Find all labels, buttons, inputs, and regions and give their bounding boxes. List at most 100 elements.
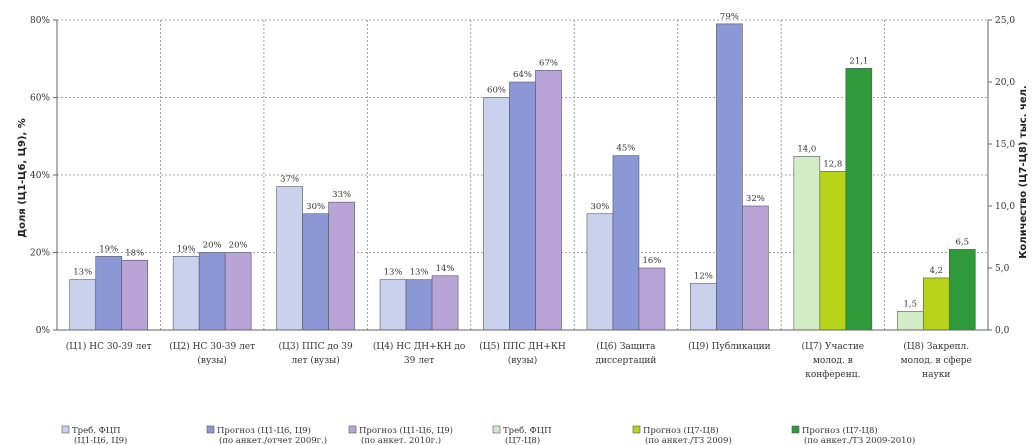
bar (612, 155, 640, 331)
y-left-tick-label: 40% (30, 171, 50, 181)
bar-value-label: 6,5 (956, 237, 970, 247)
bar-value-label: 45% (616, 144, 635, 154)
bar (896, 311, 924, 331)
y-right-tick-label: 15,0 (995, 140, 1015, 150)
y-axis-right-label: Количество (Ц7-Ц8) тыс. чел. (1018, 85, 1029, 259)
bar-value-label: 20% (229, 241, 248, 251)
x-category-label: (Ц5) ППС ДН+КН (479, 341, 566, 352)
legend-label: Прогноз (Ц7-Ц8) (643, 425, 719, 436)
x-category-label: лет (вузы) (291, 355, 339, 366)
bar (922, 277, 950, 331)
bar-value-label: 21,1 (849, 56, 868, 66)
legend-swatch (791, 425, 800, 434)
bar (276, 186, 303, 331)
bar-value-label: 37% (280, 175, 299, 185)
bar (845, 68, 873, 331)
bar (69, 279, 97, 331)
x-category-label: (вузы) (197, 355, 226, 366)
y-right-tick-label: 0,0 (995, 326, 1010, 336)
y-axis-left-label: Доля (Ц1-Ц6, Ц9), % (17, 118, 28, 238)
x-category-label: молод. в сфере (901, 356, 972, 366)
legend-swatch (492, 425, 501, 434)
bar-value-label: 18% (125, 248, 144, 258)
bar-value-label: 13% (73, 268, 92, 278)
legend-label-sub: (Ц1-Ц6, Ц9) (74, 435, 127, 445)
bar (379, 279, 407, 331)
y-left-tick-label: 20% (30, 249, 50, 259)
chart-bars (69, 23, 976, 331)
bar-value-label: 30% (590, 202, 609, 212)
bar-value-label: 32% (746, 194, 765, 204)
bar (716, 23, 743, 331)
legend-label: Прогноз (Ц7-Ц8) (802, 425, 878, 436)
legend-swatch (206, 425, 215, 434)
y-left-tick-label: 0% (36, 326, 51, 336)
bar (172, 256, 200, 331)
bar (819, 170, 847, 331)
legend-label: Треб. ФЦП (503, 425, 552, 436)
x-category-label: (Ц8) Закрепл. (903, 341, 969, 352)
bar-value-label: 19% (177, 244, 196, 254)
x-category-label: (Ц6) Защита (596, 341, 656, 352)
legend-label: Прогноз (Ц1-Ц6, Ц9) (217, 425, 311, 436)
x-category-label: (Ц7) Участие (802, 341, 865, 352)
bar-value-label: 13% (410, 268, 429, 278)
legend-label-sub: (по анкет. 2010г.) (361, 435, 441, 445)
bar-value-label: 1,5 (904, 299, 918, 309)
legend-label: Прогноз (Ц1-Ц6, Ц9) (359, 425, 453, 436)
y-right-tick-label: 5,0 (995, 264, 1010, 274)
x-category-label: (Ц1) НС 30-39 лет (66, 341, 152, 352)
bar (690, 283, 717, 331)
bar-value-label: 67% (539, 58, 558, 68)
bar (742, 205, 769, 331)
bar (535, 70, 562, 331)
x-category-label: конференц. (805, 370, 860, 380)
x-category-label: (Ц3) ППС до 39 (279, 341, 353, 352)
bar (948, 249, 976, 331)
bar (302, 213, 329, 331)
bar (483, 97, 510, 331)
bar (198, 252, 226, 331)
bar-value-label: 12,8 (823, 159, 842, 169)
y-left-tick-label: 60% (30, 94, 50, 104)
bar-value-label: 64% (513, 70, 532, 80)
bar-value-label: 19% (99, 244, 118, 254)
x-category-label: (Ц4) НС ДН+КН до (373, 341, 465, 352)
chart-ticks: 0% 20% 40% 60% 80% 0,0 5,0 10,0 15,0 20,0 25,0 (30, 16, 1015, 336)
legend-swatch (61, 425, 70, 434)
bar-value-label: 4,2 (930, 266, 944, 276)
legend-swatch (632, 425, 641, 434)
bar (586, 213, 614, 331)
bar (328, 201, 355, 331)
x-category-label: (вузы) (508, 355, 537, 366)
bar-value-label: 12% (694, 272, 713, 282)
y-right-tick-label: 10,0 (995, 202, 1015, 212)
legend-label-sub: (по анкет./ТЗ 2009-2010) (804, 435, 915, 445)
bar (121, 259, 149, 331)
bar (793, 156, 821, 331)
bar (638, 267, 666, 331)
bar-value-label: 14% (436, 264, 455, 274)
x-category-label: диссертаций (596, 356, 657, 366)
bar-value-label: 79% (720, 12, 739, 22)
x-category-label: (Ц2) НС 30-39 лет (169, 341, 255, 352)
x-category-label: молод. в (813, 356, 853, 366)
legend-swatch (348, 425, 357, 434)
bar (431, 275, 459, 331)
bar-value-label: 16% (642, 256, 661, 266)
chart-category-labels: (Ц1) НС 30-39 лет (Ц2) НС 30-39 лет (вузы)… (66, 341, 972, 380)
bar-value-label: 33% (332, 190, 351, 200)
chart-legend: Треб. ФЦП(Ц1-Ц6, Ц9)Прогноз (Ц1-Ц6, Ц9)(… (61, 425, 915, 445)
bar (405, 279, 433, 331)
bar (509, 81, 536, 331)
legend-label-sub: (по анкет./ТЗ 2009) (645, 435, 732, 445)
bar-value-label: 20% (203, 241, 222, 251)
x-category-label: науки (922, 370, 950, 380)
legend-label-sub: (по анкет./отчет 2009г.) (219, 435, 327, 445)
bar-value-label: 60% (487, 86, 506, 96)
bar-value-label: 14,0 (797, 144, 816, 154)
y-left-tick-label: 80% (30, 16, 50, 26)
bar (224, 252, 252, 331)
x-category-label: 39 лет (404, 356, 434, 366)
